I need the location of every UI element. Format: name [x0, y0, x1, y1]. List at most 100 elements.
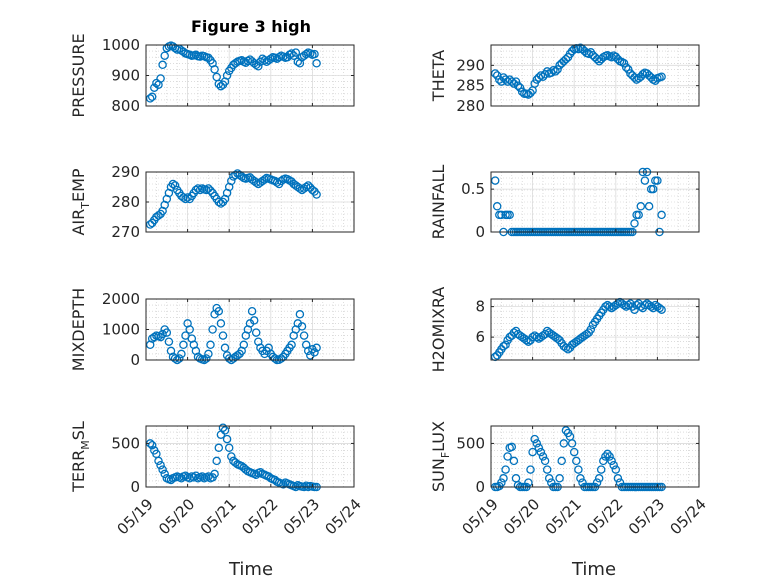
data-point [303, 181, 313, 190]
data-point [530, 434, 539, 444]
data-point [596, 465, 606, 474]
data-point [193, 184, 203, 193]
data-point [158, 329, 167, 339]
y-tick-label: 500 [456, 434, 485, 452]
data-point [540, 456, 550, 466]
data-point [611, 465, 621, 474]
data-point [657, 210, 666, 220]
data-point [648, 184, 658, 194]
data-point [222, 434, 232, 444]
data-point [147, 92, 157, 102]
data-point [208, 325, 217, 334]
x-tick-label: 05/21 [197, 495, 240, 538]
data-point [553, 65, 562, 74]
data-point [210, 469, 219, 479]
y-axis-label: MIXDEPTH [69, 288, 88, 371]
data-point [158, 60, 167, 70]
data-point [156, 460, 165, 470]
data-point [206, 186, 215, 195]
data-point [580, 46, 589, 56]
data-point [561, 54, 571, 64]
data-point [578, 478, 587, 487]
data-point [646, 302, 656, 311]
data-point [254, 62, 263, 71]
data-point [295, 310, 305, 319]
data-point [147, 440, 157, 450]
data-point [613, 299, 623, 308]
data-point [619, 59, 629, 68]
data-point [495, 75, 504, 84]
data-point [542, 465, 552, 474]
data-point [287, 340, 296, 350]
data-point [270, 354, 280, 363]
data-point [231, 458, 240, 467]
y-tick-label: 900 [111, 67, 140, 85]
data-point [657, 305, 666, 314]
data-point [310, 49, 319, 59]
y-axis-label: SUNFLUX [429, 421, 452, 492]
data-point [572, 456, 581, 466]
x-tick-label: 05/19 [113, 495, 156, 538]
x-tick-label: 05/20 [155, 495, 198, 538]
data-point [586, 325, 596, 334]
data-point [524, 478, 533, 487]
data-point [657, 72, 666, 81]
data-point [528, 332, 537, 342]
data-point [204, 184, 213, 193]
data-point [507, 442, 517, 452]
data-point [505, 210, 514, 220]
data-point [624, 65, 633, 74]
data-point [536, 447, 546, 457]
data-point [251, 328, 261, 337]
data-point [301, 49, 311, 59]
y-tick-label: 1000 [102, 36, 140, 54]
data-point [569, 447, 579, 457]
data-point [503, 452, 512, 461]
data-point [260, 175, 269, 184]
data-point [599, 456, 608, 466]
data-point [266, 54, 276, 63]
data-point [210, 65, 219, 74]
data-point [636, 202, 646, 211]
data-point [605, 452, 614, 461]
data-point [287, 49, 296, 58]
data-point [212, 72, 221, 82]
y-tick-label: 0 [130, 478, 140, 496]
subplot-3: 270 280 290 AIRTEMP [69, 163, 355, 241]
axes-box [490, 425, 700, 488]
subplot-5: 0 1000 2000 MIXDEPTH [69, 288, 355, 371]
data-point [212, 456, 221, 466]
data-point [177, 349, 186, 359]
data-point [168, 179, 178, 189]
data-point [175, 354, 184, 363]
data-point [528, 447, 537, 457]
axes-box [490, 171, 700, 233]
data-point [530, 79, 539, 88]
data-point [227, 452, 236, 461]
data-point [237, 172, 246, 181]
data-point [607, 456, 616, 466]
data-point [544, 474, 554, 483]
data-point [501, 340, 510, 350]
subplot-6: 6 8 H2OMIXRA [429, 287, 700, 372]
y-tick-label: 2000 [102, 290, 140, 308]
data-point [224, 354, 234, 363]
data-point [609, 460, 618, 470]
y-axis-label: RAINFALL [429, 165, 448, 240]
y-tick-label: 290 [111, 163, 140, 181]
data-point [204, 349, 213, 359]
data-point [501, 465, 510, 474]
x-tick-label: 05/23 [625, 495, 668, 538]
data-point [299, 331, 309, 340]
data-point [312, 190, 321, 199]
data-point [630, 73, 639, 82]
data-point [603, 449, 612, 459]
y-tick-label: 0 [475, 223, 485, 241]
data-point [547, 68, 556, 77]
data-point [274, 52, 284, 62]
data-point [218, 331, 228, 340]
data-point [197, 472, 207, 481]
data-point [293, 57, 303, 67]
